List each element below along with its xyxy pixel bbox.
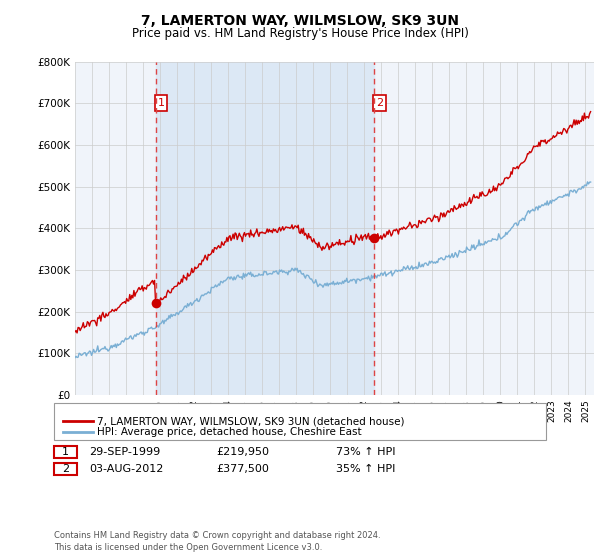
Text: HPI: Average price, detached house, Cheshire East: HPI: Average price, detached house, Ches… xyxy=(97,427,362,437)
Text: 7, LAMERTON WAY, WILMSLOW, SK9 3UN (detached house): 7, LAMERTON WAY, WILMSLOW, SK9 3UN (deta… xyxy=(97,416,404,426)
Text: 1: 1 xyxy=(157,98,164,108)
Bar xyxy=(156,62,374,395)
Text: 73% ↑ HPI: 73% ↑ HPI xyxy=(336,447,395,457)
Text: £219,950: £219,950 xyxy=(216,447,269,457)
Text: 03-AUG-2012: 03-AUG-2012 xyxy=(89,464,163,474)
Text: £377,500: £377,500 xyxy=(216,464,269,474)
Text: 35% ↑ HPI: 35% ↑ HPI xyxy=(336,464,395,474)
Text: 2: 2 xyxy=(376,98,383,108)
Text: 7, LAMERTON WAY, WILMSLOW, SK9 3UN: 7, LAMERTON WAY, WILMSLOW, SK9 3UN xyxy=(141,14,459,28)
Text: 1: 1 xyxy=(62,447,69,457)
Text: 2: 2 xyxy=(62,464,69,474)
Text: 29-SEP-1999: 29-SEP-1999 xyxy=(89,447,160,457)
Text: Price paid vs. HM Land Registry's House Price Index (HPI): Price paid vs. HM Land Registry's House … xyxy=(131,27,469,40)
Text: Contains HM Land Registry data © Crown copyright and database right 2024.
This d: Contains HM Land Registry data © Crown c… xyxy=(54,531,380,552)
